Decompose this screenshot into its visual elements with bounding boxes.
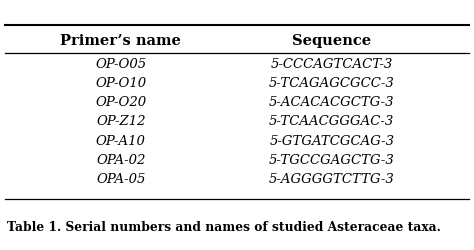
Text: 5-ACACACGCTG-3: 5-ACACACGCTG-3 <box>269 96 394 109</box>
Text: Sequence: Sequence <box>292 34 371 48</box>
Text: OP-A10: OP-A10 <box>96 134 146 147</box>
Text: Primer’s name: Primer’s name <box>60 34 182 48</box>
Text: OPA-02: OPA-02 <box>96 154 146 166</box>
Text: OPA-05: OPA-05 <box>96 173 146 186</box>
Text: 5-CCCAGTCACT-3: 5-CCCAGTCACT-3 <box>271 57 393 70</box>
Text: 5-TCAGAGCGCC-3: 5-TCAGAGCGCC-3 <box>269 76 395 90</box>
Text: OP-O05: OP-O05 <box>95 57 146 70</box>
Text: OP-Z12: OP-Z12 <box>96 115 146 128</box>
Text: 5-AGGGGTCTTG-3: 5-AGGGGTCTTG-3 <box>269 173 395 186</box>
Text: Table 1. Serial numbers and names of studied Asteraceae taxa.: Table 1. Serial numbers and names of stu… <box>7 220 441 233</box>
Text: 5-TGCCGAGCTG-3: 5-TGCCGAGCTG-3 <box>269 154 395 166</box>
Text: OP-O10: OP-O10 <box>95 76 146 90</box>
Text: 5-GTGATCGCAG-3: 5-GTGATCGCAG-3 <box>269 134 394 147</box>
Text: OP-O20: OP-O20 <box>95 96 146 109</box>
Text: 5-TCAACGGGAC-3: 5-TCAACGGGAC-3 <box>269 115 394 128</box>
